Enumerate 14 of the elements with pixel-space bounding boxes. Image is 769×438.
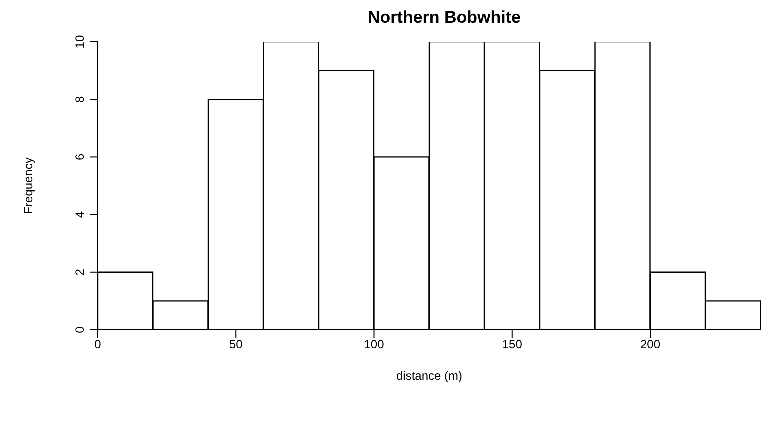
y-tick-label: 6: [73, 154, 87, 161]
x-axis-title: distance (m): [396, 369, 463, 383]
chart-title: Northern Bobwhite: [367, 8, 522, 28]
y-tick-label: 0: [73, 326, 87, 334]
y-tick-label: 8: [73, 96, 87, 103]
y-axis-title: Frequency: [21, 158, 36, 214]
y-tick-label: 10: [73, 35, 87, 49]
x-tick-label: 150: [502, 338, 523, 352]
y-tick-label: 4: [73, 211, 87, 218]
x-tick-label: 0: [94, 338, 102, 352]
x-tick-label: 50: [229, 338, 244, 352]
x-tick-label: 200: [640, 338, 661, 352]
x-tick-label: 100: [364, 338, 385, 352]
y-tick-label: 2: [73, 268, 87, 276]
